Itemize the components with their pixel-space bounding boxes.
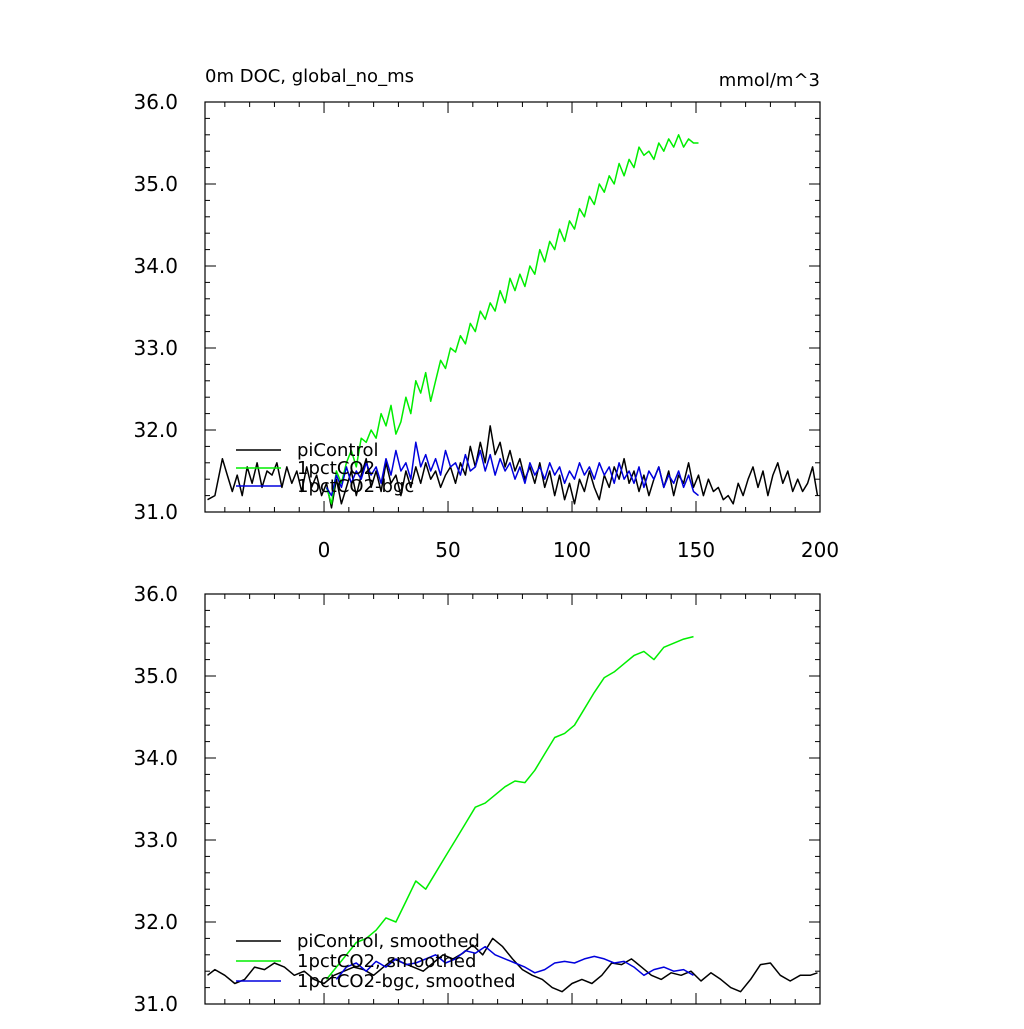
y-tick-label: 33.0 — [133, 336, 178, 360]
series-line-1 — [325, 134, 699, 505]
y-tick-label: 36.0 — [133, 582, 178, 606]
x-tick-label: 0 — [318, 538, 331, 562]
y-tick-label: 32.0 — [133, 418, 178, 442]
series-line-2 — [325, 441, 699, 497]
y-tick-label: 32.0 — [133, 910, 178, 934]
legend-label: piControl, smoothed — [297, 931, 480, 952]
x-tick-label: 50 — [435, 538, 460, 562]
x-tick-label: 200 — [801, 538, 839, 562]
series-line-2 — [335, 945, 694, 980]
series-line-1 — [325, 635, 694, 980]
legend-label: 1pctCO2-bgc — [297, 476, 414, 497]
legend-label: 1pctCO2-bgc, smoothed — [297, 971, 516, 992]
y-tick-label: 34.0 — [133, 254, 178, 278]
y-tick-label: 34.0 — [133, 746, 178, 770]
legend-label: 1pctCO2, smoothed — [297, 951, 476, 972]
plot-frame — [204, 593, 821, 1005]
x-tick-label: 150 — [677, 538, 715, 562]
y-tick-label: 33.0 — [133, 828, 178, 852]
series-line-0 — [207, 425, 819, 509]
series-line-0 — [207, 937, 818, 993]
y-tick-label: 36.0 — [133, 90, 178, 114]
panel-smoothed: 31.0 32.0 33.0 34.0 35.0 36.0 piControl, smoot… — [133, 582, 821, 1016]
y-tick-label: 31.0 — [133, 992, 178, 1016]
plot-frame — [204, 101, 821, 513]
x-tick-label: 100 — [553, 538, 591, 562]
y-tick-label: 35.0 — [133, 172, 178, 196]
legend-label: 1pctCO2 — [297, 458, 375, 479]
panel-raw: 31.0 32.0 33.0 34.0 35.0 36.0 0 50 100 150 200 piCo… — [133, 90, 839, 562]
legend-label: piControl — [297, 440, 379, 461]
chart-title: 0m DOC, global_no_ms — [205, 66, 414, 87]
y-tick-label: 31.0 — [133, 500, 178, 524]
units-label: mmol/m^3 — [719, 70, 820, 91]
y-tick-label: 35.0 — [133, 664, 178, 688]
